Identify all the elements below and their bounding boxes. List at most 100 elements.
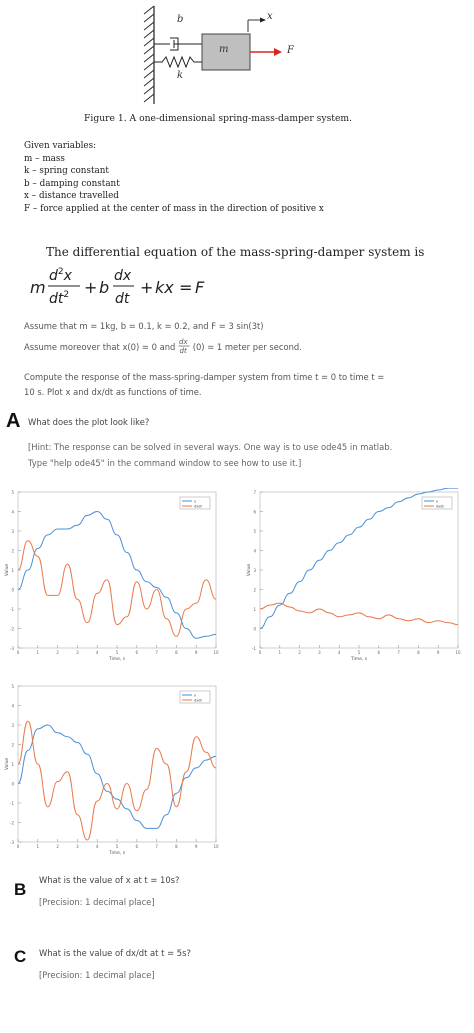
- x-tick-label: 7: [155, 650, 158, 655]
- x-tick-label: 8: [417, 650, 420, 655]
- mass-block: [201, 33, 251, 71]
- y-tick-label: 1: [253, 607, 256, 612]
- x-tick-label: 10: [213, 650, 219, 655]
- y-tick-label: -1: [10, 607, 14, 612]
- x-tick-label: 4: [96, 844, 99, 849]
- series-line-dxdt: [17, 540, 217, 637]
- svg-text:=: =: [179, 278, 192, 297]
- y-tick-label: 5: [11, 684, 14, 689]
- question-a-letter: A: [6, 410, 21, 432]
- x-tick-label: 10: [213, 844, 219, 849]
- plot-frame: [17, 685, 217, 843]
- x-tick-label: 4: [338, 650, 341, 655]
- question-a-hint-1: [Hint: The response can be solved in sev…: [28, 442, 393, 452]
- x-tick-label: 0: [17, 650, 20, 655]
- y-tick-label: -2: [10, 627, 14, 632]
- x-tick-label: 7: [397, 650, 400, 655]
- series-line-dxdt: [17, 720, 217, 841]
- x-tick-label: 6: [136, 844, 139, 849]
- equation-heading: The differential equation of the mass-sp…: [46, 245, 425, 259]
- given-title: Given variables:: [24, 141, 97, 151]
- plot-3: -3 -2 -1 0 1 2 3 4 5 0 1 2 3 4 5 6 7 8 9 10 Time, s Value xdxd…: [4, 684, 219, 856]
- y-axis-label: Value: [4, 758, 10, 771]
- x-tick-label: 3: [76, 844, 79, 849]
- given-item: F – force applied at the center of mass …: [24, 203, 324, 214]
- spring: [154, 55, 202, 69]
- assumption-line-2: Assume moreover that x(0) = 0 and dx dt …: [24, 337, 302, 355]
- y-tick-label: -3: [10, 840, 14, 845]
- x-tick-label: 0: [259, 650, 262, 655]
- damper: [154, 37, 202, 51]
- question-c-letter: C: [14, 947, 27, 966]
- y-tick-label: 7: [253, 490, 256, 495]
- y-tick-label: 2: [253, 588, 256, 593]
- series-line-x: [17, 724, 217, 829]
- x-tick-label: 5: [116, 844, 119, 849]
- y-tick-label: 5: [253, 529, 256, 534]
- label-m: m: [219, 44, 229, 55]
- label-x: x: [267, 11, 273, 22]
- assumption-line-2-prefix: Assume moreover that x(0) = 0 and: [24, 342, 176, 352]
- y-tick-label: 2: [11, 549, 14, 554]
- svg-text:+: +: [84, 278, 97, 297]
- svg-text:+: +: [140, 278, 153, 297]
- x-tick-label: 8: [175, 650, 178, 655]
- question-a-hint-2: Type "help ode45" in the command window …: [28, 458, 302, 468]
- series-line-dxdt: [259, 602, 459, 626]
- y-tick-label: 4: [11, 510, 14, 515]
- question-b-text: What is the value of x at t = 10s?: [39, 875, 180, 885]
- svg-text:dx: dx: [179, 338, 188, 346]
- differential-equation: m d2x dt2 + b dx dt + kx = F: [30, 267, 205, 307]
- x-tick-label: 6: [378, 650, 381, 655]
- y-tick-label: 3: [11, 529, 14, 534]
- given-item: x – distance travelled: [24, 191, 119, 202]
- series-line-x: [259, 488, 458, 629]
- x-tick-label: 4: [96, 650, 99, 655]
- y-tick-label: 4: [253, 549, 256, 554]
- svg-text:m: m: [30, 278, 46, 297]
- given-item: m – mass: [24, 153, 65, 164]
- question-a-text: What does the plot look like?: [28, 417, 150, 427]
- y-tick-label: 0: [253, 627, 256, 632]
- given-item: b – damping constant: [24, 178, 120, 189]
- y-tick-label: 2: [11, 743, 14, 748]
- given-variables: Given variables: m – mass k – spring con…: [24, 140, 324, 216]
- y-tick-label: -3: [10, 646, 14, 651]
- x-tick-label: 2: [56, 844, 59, 849]
- svg-text:d2x: d2x: [49, 267, 73, 284]
- y-tick-label: 6: [253, 510, 256, 515]
- y-tick-label: -1: [10, 801, 14, 806]
- spring-mass-damper-diagram: [143, 5, 282, 104]
- y-tick-label: -1: [252, 646, 256, 651]
- x-tick-label: 9: [195, 650, 198, 655]
- x-axis-label: Time, s: [108, 656, 126, 662]
- legend-label: x: [194, 500, 196, 504]
- svg-text:b: b: [99, 278, 109, 297]
- y-tick-label: 0: [11, 588, 14, 593]
- plot-1: -3 -2 -1 0 1 2 3 4 5 0 1 2 3 4 5 6 7 8 9 10 Time, s Value xdxd…: [4, 490, 219, 662]
- series-line-x: [17, 510, 217, 639]
- x-tick-label: 7: [155, 844, 158, 849]
- svg-text:F: F: [195, 278, 205, 297]
- x-tick-label: 1: [279, 650, 282, 655]
- dxdt-fraction: dx dt: [178, 338, 190, 355]
- x-tick-label: 8: [175, 844, 178, 849]
- label-b: b: [177, 14, 184, 25]
- label-F: F: [287, 45, 294, 56]
- label-k: k: [177, 70, 184, 81]
- svg-text:dx: dx: [114, 268, 132, 284]
- svg-text:kx: kx: [155, 278, 174, 297]
- question-c-text: What is the value of dx/dt at t = 5s?: [39, 948, 191, 958]
- x-tick-label: 9: [437, 650, 440, 655]
- x-tick-label: 1: [37, 650, 40, 655]
- svg-text:dt: dt: [115, 291, 130, 307]
- plot-frame: [259, 491, 459, 649]
- x-tick-label: 1: [37, 844, 40, 849]
- legend-label: dxdt: [194, 505, 203, 509]
- x-tick-label: 3: [76, 650, 79, 655]
- y-tick-label: 3: [253, 568, 256, 573]
- y-tick-label: 0: [11, 782, 14, 787]
- legend-label: dxdt: [194, 699, 203, 703]
